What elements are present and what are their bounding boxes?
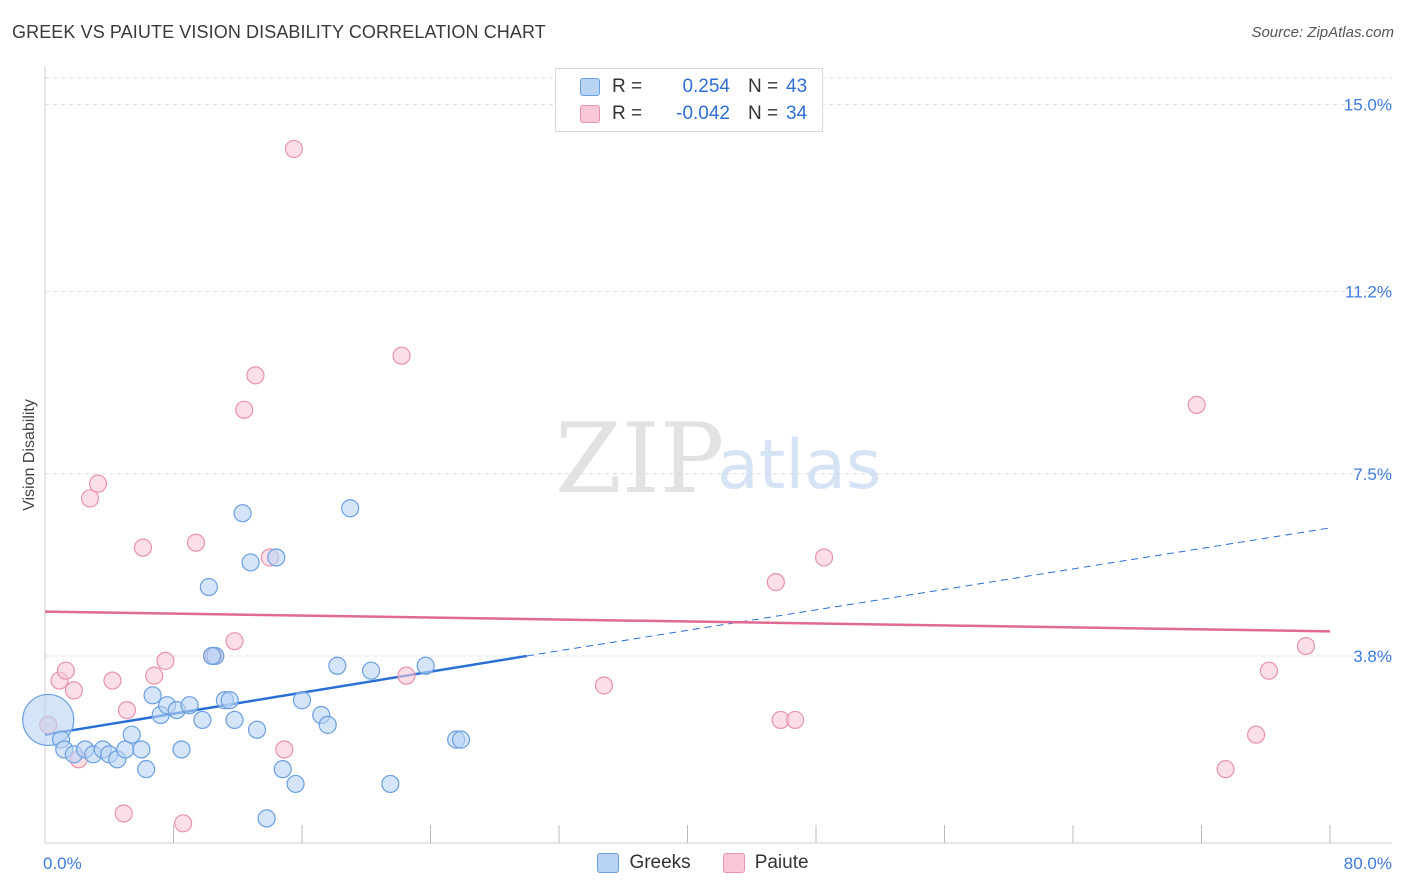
data-point-paiute — [392, 346, 411, 365]
data-point-paiute — [284, 139, 304, 159]
data-point-paiute — [186, 533, 206, 552]
trend-line-greeks — [44, 654, 528, 736]
data-point-greeks — [137, 760, 156, 779]
data-point-greeks — [241, 553, 260, 572]
legend-n-label: N = — [748, 103, 779, 124]
legend-swatch-greeks — [597, 853, 620, 873]
data-point-paiute — [397, 666, 416, 685]
data-point-greeks — [225, 710, 244, 730]
trend-line-paiute — [44, 610, 1331, 633]
data-point-greeks — [328, 656, 347, 675]
data-point-greeks — [193, 710, 212, 730]
data-point-paiute — [786, 710, 805, 730]
data-point-greeks — [132, 740, 151, 759]
data-point-greeks — [233, 504, 252, 523]
data-point-paiute — [64, 681, 84, 700]
data-point-greeks — [220, 691, 239, 710]
data-point-paiute — [56, 661, 75, 680]
data-point-greeks — [180, 696, 199, 715]
data-point-greeks — [361, 661, 381, 680]
data-point-greeks — [172, 740, 191, 759]
legend-row-paiute: R = -0.042 N = 34 — [580, 102, 807, 126]
legend-r-value: 0.254 — [682, 76, 730, 97]
y-axis-label: Vision Disability — [21, 399, 38, 511]
series-legend: Greeks Paiute — [0, 852, 1406, 874]
data-point-greeks — [122, 725, 141, 744]
data-points — [22, 139, 1316, 833]
data-point-paiute — [156, 651, 175, 670]
legend-n-value: 43 — [786, 76, 808, 97]
data-point-paiute — [80, 489, 100, 508]
legend-row-greeks: R = 0.254 N = 43 — [580, 75, 807, 99]
data-point-paiute — [275, 740, 294, 759]
data-point-paiute — [235, 400, 254, 419]
legend-n-value: 34 — [786, 103, 808, 124]
correlation-legend: R = 0.254 N = 43 R = -0.042 N = 34 — [555, 68, 823, 132]
y-tick-label: 15.0% — [1344, 96, 1392, 115]
data-point-paiute — [246, 366, 265, 385]
watermark-atlas: atlas — [717, 426, 881, 505]
data-point-greeks — [273, 760, 292, 779]
data-point-paiute — [88, 474, 108, 493]
y-tick-label: 3.8% — [1353, 647, 1392, 666]
legend-r-label: R = — [612, 103, 643, 124]
data-point-greeks — [143, 686, 162, 705]
data-point-paiute — [145, 666, 164, 685]
data-point-paiute — [114, 804, 133, 823]
legend-swatch-paiute — [722, 853, 745, 873]
x-tick-label: 80.0% — [1344, 854, 1392, 873]
legend-r-label: R = — [612, 76, 643, 97]
data-point-greeks — [341, 499, 360, 518]
legend-r-value: -0.042 — [676, 103, 730, 124]
legend-label-greeks: Greeks — [629, 852, 691, 873]
x-tick-label: 0.0% — [43, 854, 82, 873]
data-point-greeks — [267, 548, 286, 567]
watermark: ZIP atlas — [555, 403, 881, 515]
legend-label-paiute: Paiute — [754, 852, 809, 873]
data-point-paiute — [225, 632, 244, 651]
data-point-greeks — [257, 809, 276, 828]
data-point-greeks — [202, 646, 222, 666]
data-point-greeks — [416, 656, 435, 675]
data-point-paiute — [117, 700, 137, 720]
data-point-paiute — [1187, 395, 1206, 414]
data-point-paiute — [814, 548, 834, 567]
data-point-greeks — [451, 730, 471, 749]
data-point-paiute — [1296, 636, 1316, 656]
data-point-greeks — [286, 774, 305, 794]
data-point-paiute — [174, 814, 193, 833]
watermark-zip: ZIP — [555, 403, 724, 515]
data-point-greeks — [247, 720, 267, 739]
data-point-paiute — [1216, 760, 1235, 779]
data-point-paiute — [594, 676, 614, 695]
chart-title: GREEK VS PAIUTE VISION DISABILITY CORREL… — [12, 22, 546, 42]
source-label: Source: ZipAtlas.com — [1251, 24, 1394, 41]
tick-labels: 3.8% 7.5% 11.2% 15.0% 0.0% 80.0% — [43, 96, 1392, 873]
y-tick-label: 7.5% — [1353, 465, 1392, 484]
data-point-paiute — [766, 573, 785, 592]
data-point-paiute — [1247, 725, 1266, 744]
data-point-greeks — [199, 577, 218, 597]
legend-n-label: N = — [748, 76, 779, 97]
trend-lines — [44, 527, 1331, 736]
data-point-paiute — [103, 671, 122, 690]
legend-item-greeks[interactable]: Greeks — [597, 852, 691, 874]
legend-item-paiute[interactable]: Paiute — [722, 852, 809, 874]
legend-swatch-paiute — [580, 105, 600, 123]
trend-line-greeks-extension — [526, 527, 1331, 657]
data-point-greeks — [318, 715, 337, 734]
data-point-greeks — [381, 774, 400, 794]
data-point-greeks — [292, 691, 312, 710]
y-tick-label: 11.2% — [1345, 283, 1392, 302]
legend-swatch-greeks — [580, 78, 600, 96]
data-point-paiute — [133, 538, 153, 557]
data-point-paiute — [1259, 661, 1279, 680]
